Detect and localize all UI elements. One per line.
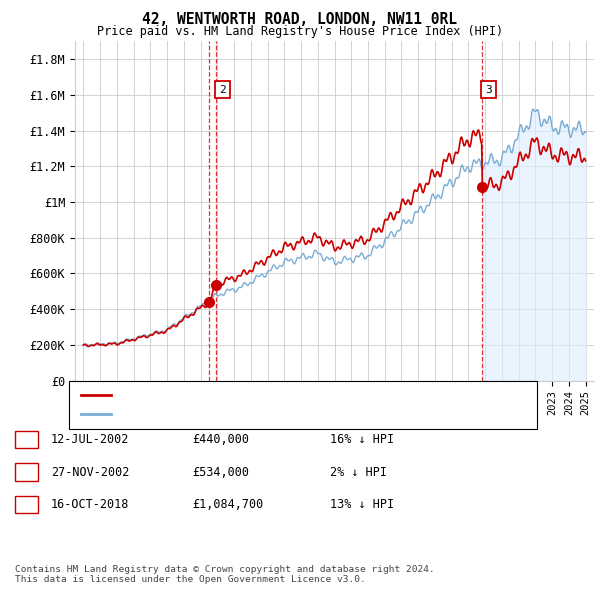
Text: £534,000: £534,000 [192,466,249,478]
Text: £440,000: £440,000 [192,433,249,446]
Text: Contains HM Land Registry data © Crown copyright and database right 2024.
This d: Contains HM Land Registry data © Crown c… [15,565,435,584]
Text: HPI: Average price, detached house, Barnet: HPI: Average price, detached house, Barn… [117,409,380,419]
Text: Price paid vs. HM Land Registry's House Price Index (HPI): Price paid vs. HM Land Registry's House … [97,25,503,38]
Text: 42, WENTWORTH ROAD, LONDON, NW11 0RL: 42, WENTWORTH ROAD, LONDON, NW11 0RL [143,12,458,27]
Text: 2: 2 [219,84,226,94]
Text: 27-NOV-2002: 27-NOV-2002 [51,466,130,478]
Text: 16% ↓ HPI: 16% ↓ HPI [330,433,394,446]
Text: 13% ↓ HPI: 13% ↓ HPI [330,498,394,511]
Text: 2% ↓ HPI: 2% ↓ HPI [330,466,387,478]
Text: 42, WENTWORTH ROAD, LONDON, NW11 0RL (detached house): 42, WENTWORTH ROAD, LONDON, NW11 0RL (de… [117,391,448,401]
Text: £1,084,700: £1,084,700 [192,498,263,511]
Text: 2: 2 [23,466,30,478]
Text: 3: 3 [485,84,492,94]
Text: 3: 3 [23,498,30,511]
Text: 16-OCT-2018: 16-OCT-2018 [51,498,130,511]
Text: 1: 1 [23,433,30,446]
Text: 12-JUL-2002: 12-JUL-2002 [51,433,130,446]
